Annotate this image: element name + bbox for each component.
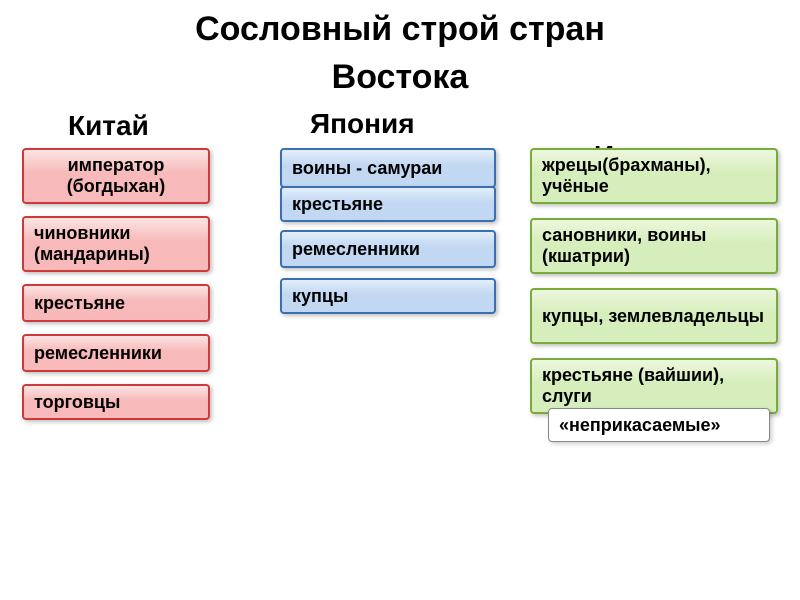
china-box-0: император (богдыхан)	[22, 148, 210, 204]
china-box-3: ремесленники	[22, 334, 210, 372]
column-label-china: Китай	[68, 110, 149, 142]
china-box-4: торговцы	[22, 384, 210, 420]
india-box-1: сановники, воины (кшатрии)	[530, 218, 778, 274]
title-line-2: Востока	[0, 58, 800, 97]
india-box-2-label: купцы, землевладельцы	[542, 306, 764, 327]
japan-box-2: ремесленники	[280, 230, 496, 268]
india-box-2: купцы, землевладельцы	[530, 288, 778, 344]
india-untouchables-box: «неприкасаемые»	[548, 408, 770, 442]
japan-box-3-label: купцы	[292, 286, 348, 307]
title-line-1: Сословный строй стран	[0, 10, 800, 49]
diagram-stage: Сословный строй стран Востока Китай Япон…	[0, 0, 800, 600]
japan-box-2-label: ремесленники	[292, 239, 420, 260]
india-box-3-label: крестьяне (вайшии), слуги	[542, 365, 766, 406]
india-box-0: жрецы(брахманы), учёные	[530, 148, 778, 204]
column-label-japan: Япония	[310, 108, 415, 140]
japan-box-0-label: воины - самураи	[292, 158, 442, 179]
china-box-0-label: император (богдыхан)	[34, 155, 198, 196]
japan-box-1-label: крестьяне	[292, 194, 383, 215]
japan-box-3: купцы	[280, 278, 496, 314]
china-box-2: крестьяне	[22, 284, 210, 322]
china-box-2-label: крестьяне	[34, 293, 125, 314]
india-box-3: крестьяне (вайшии), слуги	[530, 358, 778, 414]
india-box-0-label: жрецы(брахманы), учёные	[542, 155, 766, 196]
china-box-3-label: ремесленники	[34, 343, 162, 364]
india-box-1-label: сановники, воины (кшатрии)	[542, 225, 766, 266]
india-untouchables-label: «неприкасаемые»	[559, 415, 721, 436]
japan-box-0: воины - самураи	[280, 148, 496, 188]
japan-box-1: крестьяне	[280, 186, 496, 222]
china-box-4-label: торговцы	[34, 392, 120, 413]
china-box-1: чиновники (мандарины)	[22, 216, 210, 272]
china-box-1-label: чиновники (мандарины)	[34, 223, 198, 264]
